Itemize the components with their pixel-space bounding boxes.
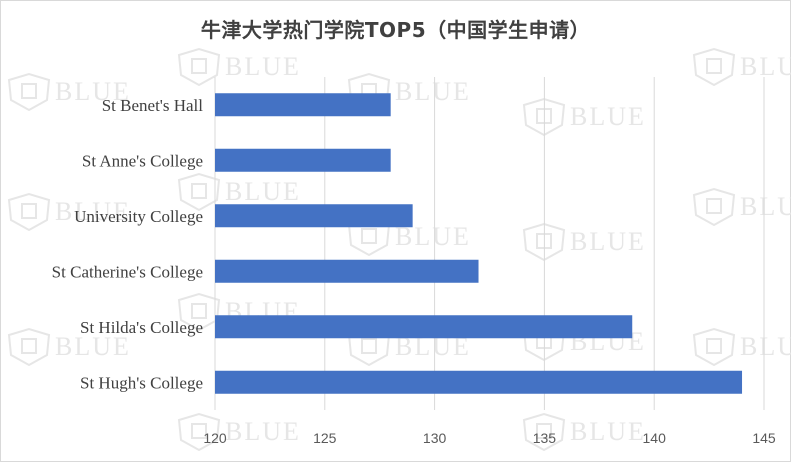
watermark-text: BLUE: [570, 227, 646, 256]
y-tick-label: St Catherine's College: [52, 262, 203, 281]
watermark-logo: BLUE: [7, 327, 131, 367]
watermark-text: BLUE: [225, 417, 301, 446]
bar: [215, 259, 479, 283]
chart-title: 牛津大学热门学院TOP5（中国学生申请）: [200, 18, 591, 42]
watermark-logo: BLUE: [692, 47, 791, 87]
x-tick-label: 130: [423, 430, 447, 446]
shield-logo-icon: [692, 327, 736, 367]
bars: [215, 93, 743, 394]
watermark-logo: BLUE: [522, 412, 646, 452]
watermark-text: BLUE: [225, 52, 301, 81]
bar: [215, 370, 743, 394]
watermark-logo: BLUE: [692, 187, 791, 227]
watermark-text: BLUE: [225, 177, 301, 206]
watermark-text: BLUE: [740, 52, 791, 81]
shield-logo-icon: [177, 172, 221, 212]
x-tick-labels: 120 125 130 135 140 145: [203, 430, 776, 446]
watermark-logo: BLUE: [522, 97, 646, 137]
y-tick-label: St Hilda's College: [80, 318, 203, 337]
watermark-text: BLUE: [570, 417, 646, 446]
y-tick-label: St Benet's Hall: [102, 96, 204, 115]
x-tick-label: 125: [313, 430, 337, 446]
watermark-logo: BLUE: [7, 72, 131, 112]
watermark-text: BLUE: [570, 102, 646, 131]
watermark-logo: BLUE: [177, 412, 301, 452]
watermark-text: BLUE: [395, 77, 471, 106]
watermark-logo: BLUE: [177, 172, 301, 212]
bar: [215, 93, 391, 117]
y-tick-label: St Hugh's College: [80, 373, 203, 392]
gridlines: [214, 77, 765, 410]
watermark-logo: BLUE: [692, 327, 791, 367]
shield-logo-icon: [692, 187, 736, 227]
y-tick-labels: St Benet's Hall St Anne's College Universi…: [52, 96, 204, 393]
x-tick-label: 140: [643, 430, 667, 446]
y-tick-label: University College: [74, 207, 203, 226]
watermark-logo: BLUE: [522, 222, 646, 262]
shield-logo-icon: [7, 72, 51, 112]
shield-logo-icon: [522, 412, 566, 452]
x-tick-label: 145: [752, 430, 776, 446]
watermark-text: BLUE: [740, 192, 791, 221]
shield-logo-icon: [7, 192, 51, 232]
watermark-logo: BLUE: [177, 47, 301, 87]
x-tick-label: 135: [533, 430, 557, 446]
shield-logo-icon: [7, 327, 51, 367]
shield-logo-icon: [177, 47, 221, 87]
watermark-text: BLUE: [55, 332, 131, 361]
bar: [215, 148, 391, 172]
y-tick-label: St Anne's College: [82, 151, 203, 170]
shield-logo-icon: [177, 412, 221, 452]
shield-logo-icon: [692, 47, 736, 87]
bar: [215, 204, 413, 228]
watermark-text: BLUE: [55, 197, 131, 226]
watermark-logo: BLUE: [7, 192, 131, 232]
x-tick-label: 120: [203, 430, 227, 446]
watermark-text: BLUE: [740, 332, 791, 361]
watermark-text: BLUE: [55, 77, 131, 106]
bar: [215, 315, 633, 339]
